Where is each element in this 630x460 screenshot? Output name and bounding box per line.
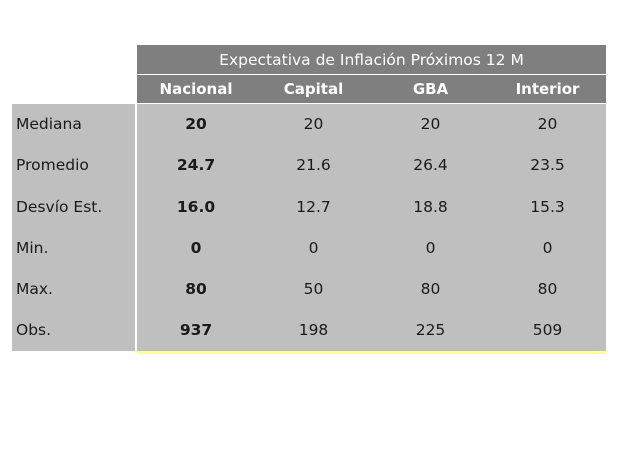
- table-cell: 23.5: [530, 156, 565, 174]
- row-label-panel: [12, 104, 135, 351]
- accent-underline: [137, 351, 606, 354]
- column-header-row: Nacional Capital GBA Interior: [137, 75, 606, 103]
- column-header-capital: Capital: [283, 80, 344, 98]
- table-cell: 80: [420, 280, 441, 298]
- table-row: Max. 80 50 80 80: [12, 269, 606, 310]
- column-header-gba: GBA: [412, 80, 449, 98]
- table-cell: 24.7: [176, 156, 216, 174]
- table-cell: 26.4: [413, 156, 448, 174]
- row-label: Obs.: [16, 321, 52, 339]
- table-row: Mediana 20 20 20 20: [12, 104, 606, 145]
- data-panel: [137, 104, 606, 351]
- row-label: Min.: [16, 239, 49, 257]
- table-cell: 0: [425, 239, 436, 257]
- table-cell: 21.6: [296, 156, 331, 174]
- table-cell: 80: [185, 280, 207, 298]
- table-row: Min. 0 0 0 0: [12, 228, 606, 269]
- table-cell: 0: [190, 239, 202, 257]
- row-label: Max.: [16, 280, 53, 298]
- table-cell: 20: [420, 115, 441, 133]
- table-cell: 0: [542, 239, 553, 257]
- table-cell: 15.3: [530, 198, 565, 216]
- table-cell: 0: [308, 239, 319, 257]
- table-cell: 20: [537, 115, 558, 133]
- table-row: Promedio 24.7 21.6 26.4 23.5: [12, 145, 606, 186]
- table-cell: 20: [303, 115, 324, 133]
- table-cell: 20: [185, 115, 207, 133]
- table-cell: 225: [415, 321, 446, 339]
- table-cell: 50: [303, 280, 324, 298]
- column-header-nacional: Nacional: [159, 80, 233, 98]
- table-row: Desvío Est. 16.0 12.7 18.8 15.3: [12, 187, 606, 228]
- table-cell: 80: [537, 280, 558, 298]
- table-cell: 509: [532, 321, 563, 339]
- row-label: Promedio: [16, 156, 89, 174]
- table-row: Obs. 937 198 225 509: [12, 310, 606, 351]
- table-title: Expectativa de Inflación Próximos 12 M: [137, 45, 606, 74]
- table-cell: 12.7: [296, 198, 331, 216]
- row-label: Mediana: [16, 115, 82, 133]
- table-cell: 18.8: [413, 198, 448, 216]
- row-label: Desvío Est.: [16, 198, 103, 216]
- column-header-interior: Interior: [515, 80, 580, 98]
- table-cell: 198: [298, 321, 329, 339]
- table-cell: 937: [179, 321, 213, 339]
- table-cell: 16.0: [176, 198, 216, 216]
